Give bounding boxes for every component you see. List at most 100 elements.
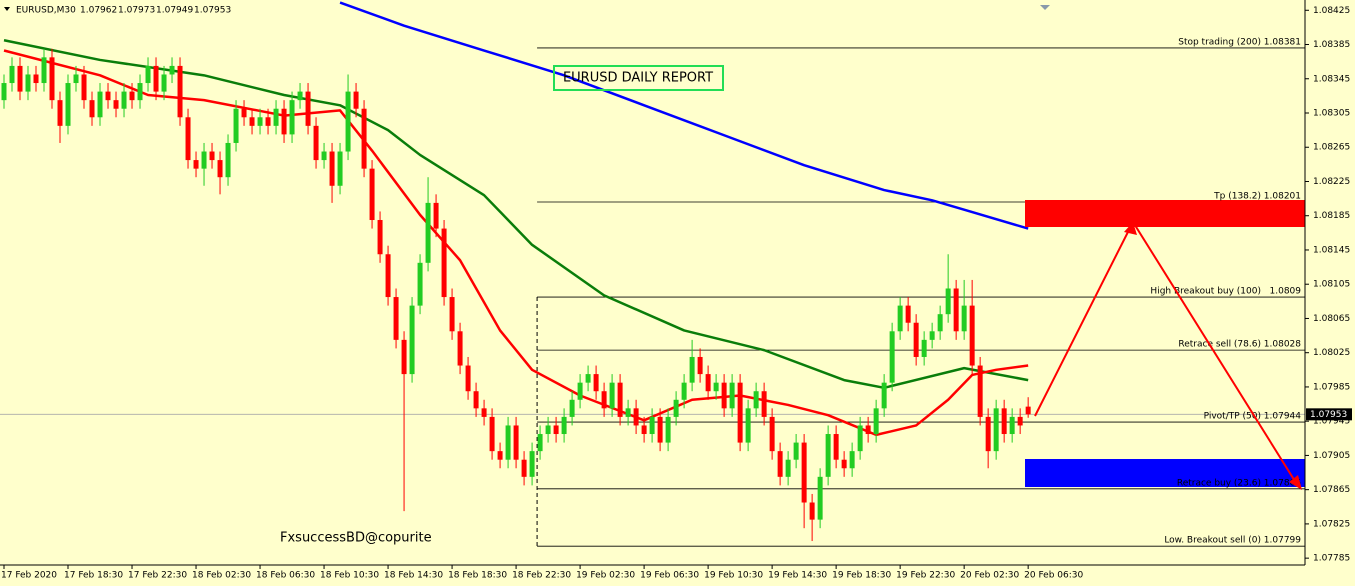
target-zone: [1025, 200, 1305, 227]
candle-body: [289, 100, 295, 135]
x-tick-label: 20 Feb 02:30: [960, 571, 1019, 581]
candle-body: [33, 74, 39, 84]
candle-body: [337, 151, 343, 186]
y-tick-label: 1.08305: [1313, 109, 1350, 119]
candle-body: [945, 288, 951, 315]
candle-body: [857, 425, 863, 452]
level-value: 1.0809: [1270, 287, 1302, 297]
candle-body: [329, 151, 335, 186]
candle-body: [929, 331, 935, 340]
candle-body: [809, 502, 815, 520]
candle-body: [617, 382, 623, 417]
x-tick-label: 19 Feb 18:30: [832, 571, 891, 581]
candle-body: [897, 305, 903, 332]
symbol: EURUSD,M30: [16, 6, 76, 16]
candle-body: [521, 459, 527, 477]
candle-body: [145, 65, 151, 84]
x-tick-label: 18 Feb 14:30: [384, 571, 443, 581]
candle-body: [697, 356, 703, 375]
level-name: Tp (138.2): [1213, 192, 1261, 202]
x-tick-label: 18 Feb 10:30: [320, 571, 379, 581]
level-value: 1.08028: [1264, 340, 1301, 350]
candle-body: [977, 365, 983, 417]
candle-body: [305, 91, 311, 126]
candles: [1, 48, 1031, 542]
candle-body: [585, 374, 591, 383]
header-high: 1.07973: [118, 6, 155, 16]
candle-body: [545, 425, 551, 435]
candle-body: [321, 151, 327, 161]
level-name: Stop trading (200): [1178, 37, 1261, 47]
candle-body: [513, 425, 519, 460]
report-title: EURUSD DAILY REPORT: [563, 71, 713, 86]
candle-body: [577, 382, 583, 400]
candle-body: [1, 83, 7, 101]
candle-body: [41, 57, 47, 84]
candle-body: [265, 117, 271, 126]
candle-body: [641, 425, 647, 435]
candle-body: [985, 416, 991, 452]
x-tick-label: 18 Feb 22:30: [512, 571, 571, 581]
y-tick-label: 1.08105: [1313, 280, 1350, 290]
y-tick-label: 1.08345: [1313, 74, 1350, 84]
candle-body: [449, 297, 455, 332]
candle-body: [297, 91, 303, 101]
candle-body: [1017, 416, 1023, 426]
level-value: 1.07866: [1264, 478, 1301, 488]
candle-body: [385, 254, 391, 298]
candle-body: [881, 382, 887, 409]
header-open: 1.07962: [80, 6, 117, 16]
candle-body: [489, 416, 495, 452]
arrow-head: [1289, 475, 1302, 490]
candle-body: [441, 228, 447, 298]
candle-body: [209, 151, 215, 161]
candle-body: [241, 108, 247, 118]
candle-body: [817, 476, 823, 520]
candle-body: [601, 391, 607, 409]
y-tick-label: 1.07905: [1313, 451, 1350, 461]
candle-body: [665, 416, 671, 443]
y-tick-label: 1.08225: [1313, 177, 1350, 187]
candle-body: [689, 356, 695, 383]
y-tick-label: 1.07985: [1313, 382, 1350, 392]
watermark: FxsuccessBD@copurite: [280, 531, 432, 546]
candle-body: [737, 382, 743, 443]
candle-body: [81, 74, 87, 101]
candle-body: [649, 416, 655, 435]
x-tick-label: 18 Feb 18:30: [448, 571, 507, 581]
candle-body: [433, 202, 439, 229]
candle-body: [793, 442, 799, 460]
candle-body: [225, 142, 231, 178]
level-value: 1.07944: [1264, 412, 1301, 422]
y-tick-label: 1.07825: [1313, 519, 1350, 529]
candle-body: [921, 339, 927, 357]
candle-body: [129, 91, 135, 101]
candle-body: [753, 391, 759, 409]
candle-body: [409, 305, 415, 375]
x-tick-label: 19 Feb 06:30: [640, 571, 699, 581]
candle-body: [745, 408, 751, 443]
x-tick-label: 19 Feb 02:30: [576, 571, 635, 581]
level-name: Retrace buy (23.6): [1177, 478, 1261, 488]
candle-body: [25, 74, 31, 92]
candle-body: [865, 425, 871, 435]
shift-marker: [1040, 5, 1050, 10]
candle-body: [937, 314, 943, 332]
menu-marker: [4, 7, 10, 11]
candle-body: [473, 391, 479, 409]
candle-body: [401, 339, 407, 375]
candle-body: [849, 451, 855, 469]
candle-body: [969, 305, 975, 366]
candle-body: [313, 125, 319, 161]
candle-body: [201, 151, 207, 169]
candle-body: [169, 65, 175, 75]
candle-body: [257, 117, 263, 126]
level-name: Pivot/TP (50): [1204, 412, 1261, 422]
candle-body: [953, 288, 959, 332]
x-tick-label: 17 Feb 2020: [1, 571, 57, 581]
x-tick-label: 19 Feb 14:30: [768, 571, 827, 581]
x-tick-label: 17 Feb 22:30: [128, 571, 187, 581]
level-name: High Breakout buy (100): [1150, 287, 1261, 297]
candle-body: [561, 416, 567, 435]
candle-body: [153, 65, 159, 92]
